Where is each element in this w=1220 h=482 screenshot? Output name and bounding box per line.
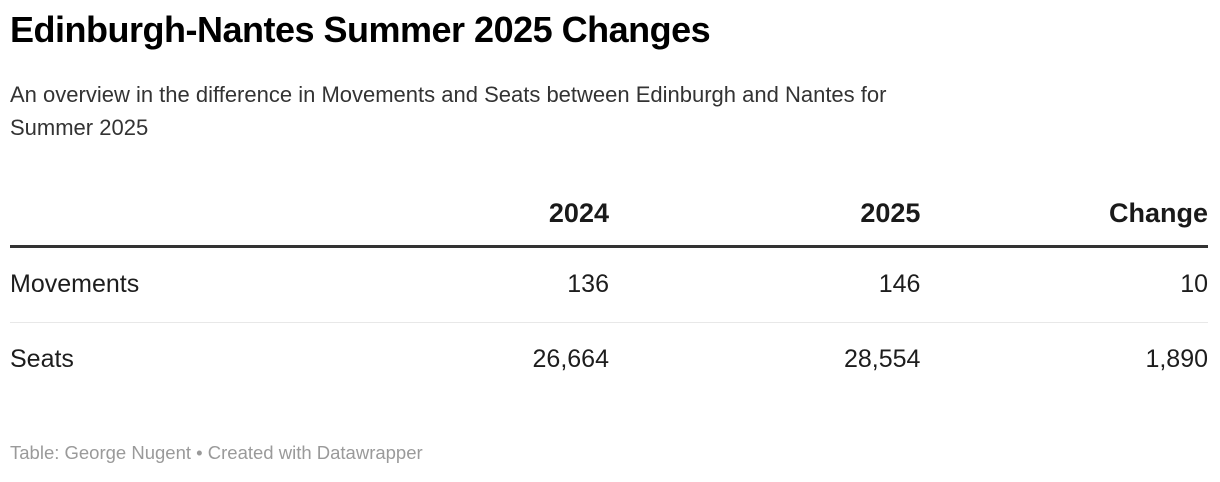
column-header-change: Change	[920, 174, 1208, 248]
column-header-2025: 2025	[608, 174, 921, 248]
data-table: 2024 2025 Change Movements 136 146 10 Se…	[10, 174, 1208, 397]
cell-movements-change: 10	[1180, 270, 1208, 298]
cell-movements-2025: 146	[878, 270, 921, 298]
cell-seats-2025: 28,554	[608, 322, 921, 397]
column-header-label	[10, 174, 308, 248]
cell-seats-2024: 26,664	[307, 322, 609, 397]
table-row-movements: Movements 136 146 10	[10, 247, 1208, 323]
table-body: Movements 136 146 10 Seats 26,664 28,554…	[10, 247, 1208, 397]
column-header-2024: 2024	[307, 174, 609, 248]
chart-description: An overview in the difference in Movemen…	[10, 82, 887, 140]
row-label: Seats	[10, 322, 308, 397]
table-byline: Table: George Nugent • Created with Data…	[10, 442, 423, 463]
page-title: Edinburgh-Nantes Summer 2025 Changes	[10, 9, 711, 50]
table-row-seats: Seats 26,664 28,554 1,890	[10, 322, 1208, 397]
table-header: 2024 2025 Change	[10, 174, 1208, 248]
cell-seats-change: 1,890	[920, 322, 1208, 397]
table-header-row: 2024 2025 Change	[10, 174, 1208, 248]
row-label: Movements	[10, 270, 140, 298]
cell-movements-2024: 136	[567, 270, 609, 298]
